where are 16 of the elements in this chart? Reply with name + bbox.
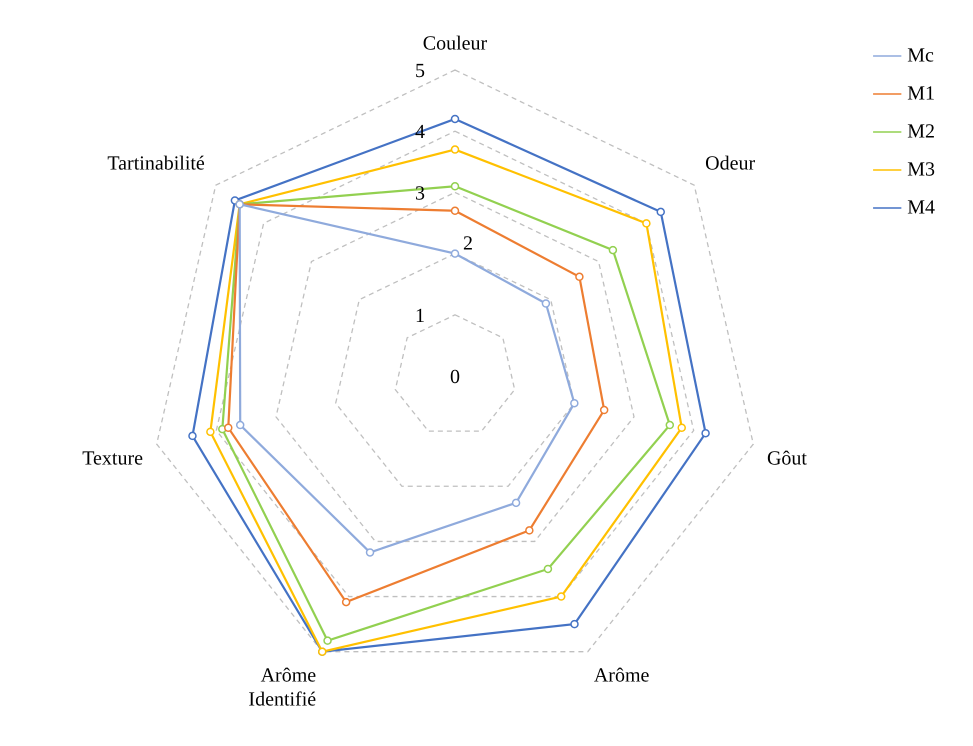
legend-label: M2 bbox=[907, 120, 936, 142]
spoke-label: Tartinabilité bbox=[107, 152, 205, 175]
y-tick-label: 5 bbox=[415, 60, 425, 82]
legend-label: M1 bbox=[907, 82, 936, 104]
spoke-label: Arôme bbox=[594, 664, 650, 687]
spoke-label: Texture bbox=[82, 447, 144, 470]
legend-label: M3 bbox=[907, 158, 936, 180]
y-tick-label: 1 bbox=[415, 304, 425, 327]
spoke-label: Arôme Identifié bbox=[248, 664, 316, 711]
spoke-label: Couleur bbox=[422, 32, 488, 54]
y-tick-label: 0 bbox=[450, 366, 460, 388]
legend-label: Mc bbox=[907, 44, 934, 66]
spoke-label: Gôut bbox=[766, 447, 808, 470]
y-tick-label: 2 bbox=[463, 232, 473, 255]
spoke-label: Odeur bbox=[705, 152, 756, 175]
legend-label: M4 bbox=[907, 196, 936, 218]
